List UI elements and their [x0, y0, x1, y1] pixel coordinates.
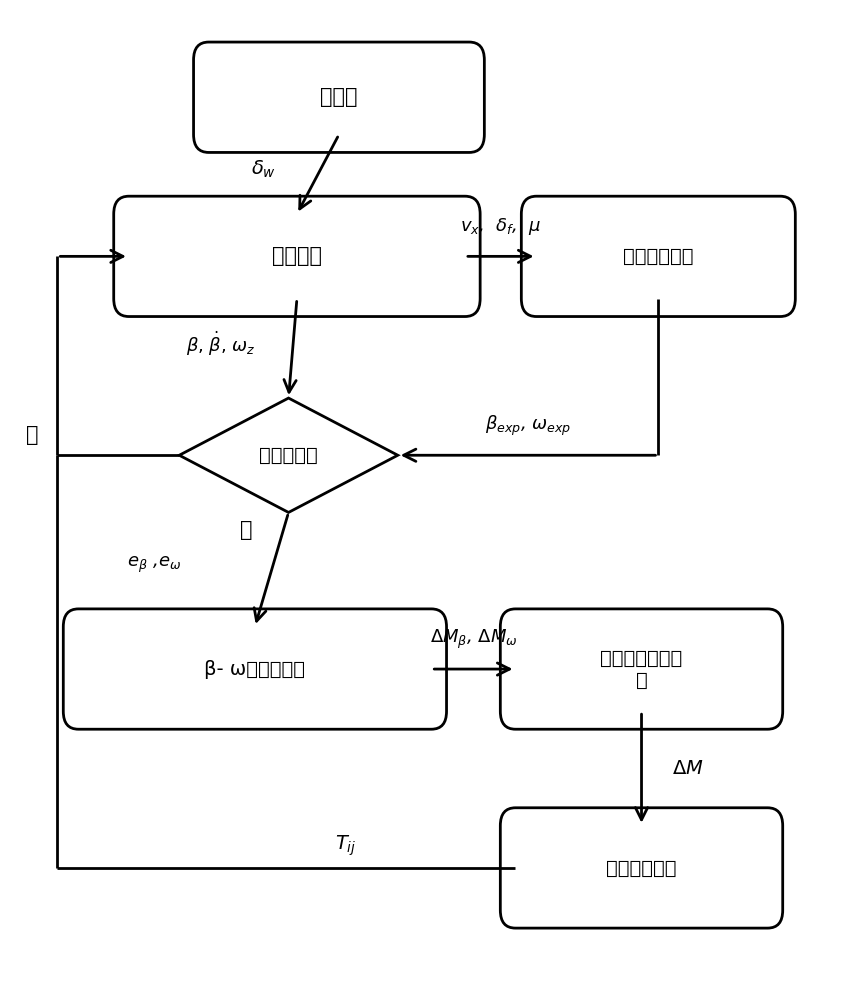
Text: $v_x$,  $\delta_f$,  $\mu$: $v_x$, $\delta_f$, $\mu$	[460, 216, 541, 237]
Text: $e_\beta$ ,$e_\omega$: $e_\beta$ ,$e_\omega$	[127, 555, 181, 575]
FancyBboxPatch shape	[500, 609, 783, 729]
Text: 否: 否	[240, 520, 253, 540]
Text: $\beta_{exp}$, $\omega_{exp}$: $\beta_{exp}$, $\omega_{exp}$	[485, 413, 571, 438]
Text: $\beta$, $\dot{\beta}$, $\omega_z$: $\beta$, $\dot{\beta}$, $\omega_z$	[186, 329, 256, 358]
FancyBboxPatch shape	[63, 609, 447, 729]
Text: $T_{ij}$: $T_{ij}$	[334, 834, 356, 858]
Text: $\delta_w$: $\delta_w$	[250, 159, 276, 180]
Text: 稳定性判定: 稳定性判定	[259, 446, 318, 465]
Text: 联合系数分配模
块: 联合系数分配模 块	[601, 649, 683, 690]
FancyBboxPatch shape	[521, 196, 795, 317]
Text: 驾驶员: 驾驶员	[320, 87, 358, 107]
Text: $\Delta M_\beta$, $\Delta M_\omega$: $\Delta M_\beta$, $\Delta M_\omega$	[430, 628, 517, 651]
FancyBboxPatch shape	[113, 196, 481, 317]
Text: β- ω联合控制器: β- ω联合控制器	[205, 660, 305, 679]
Text: 理想状态模块: 理想状态模块	[623, 247, 694, 266]
Text: 转矩分配模块: 转矩分配模块	[607, 858, 677, 877]
Text: $\Delta M$: $\Delta M$	[672, 759, 704, 778]
Text: 是: 是	[26, 425, 38, 445]
FancyBboxPatch shape	[500, 808, 783, 928]
FancyBboxPatch shape	[194, 42, 485, 152]
Text: 整车系统: 整车系统	[272, 246, 322, 266]
Polygon shape	[179, 398, 398, 512]
